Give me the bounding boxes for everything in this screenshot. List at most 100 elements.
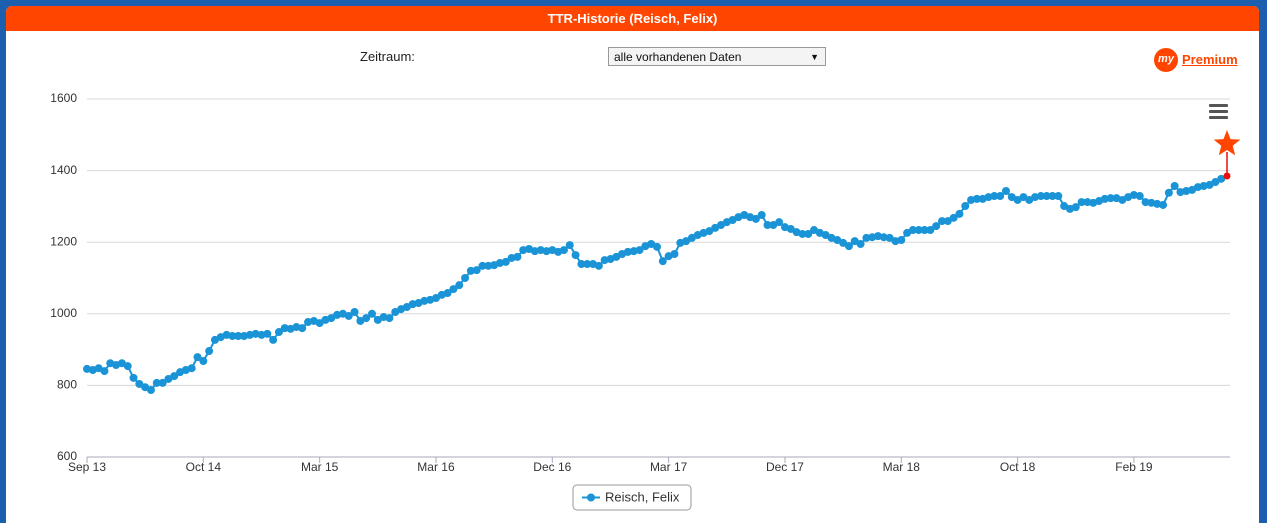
- data-point: [274, 328, 283, 337]
- data-point: [1170, 181, 1179, 190]
- data-point: [757, 210, 766, 219]
- x-tick-label: Oct 14: [186, 460, 222, 474]
- data-point: [152, 378, 161, 387]
- data-point: [804, 229, 813, 238]
- data-point: [1071, 203, 1080, 212]
- data-point: [466, 266, 475, 275]
- data-point: [315, 319, 324, 328]
- x-tick-label: Mar 17: [650, 460, 688, 474]
- data-point: [135, 379, 144, 388]
- panel: TTR-Historie (Reisch, Felix) Zeitraum: a…: [6, 6, 1259, 523]
- data-point: [798, 229, 807, 238]
- data-point: [559, 246, 568, 255]
- data-point: [908, 226, 917, 235]
- y-tick-label: 1400: [50, 163, 77, 177]
- data-point: [484, 261, 493, 270]
- data-point: [972, 194, 981, 203]
- data-point: [763, 221, 772, 230]
- series-line: [86, 175, 1228, 392]
- data-point: [583, 260, 592, 269]
- data-point: [885, 233, 894, 242]
- data-point: [129, 373, 138, 382]
- data-point: [513, 252, 522, 261]
- data-point: [920, 226, 929, 235]
- data-point: [478, 261, 487, 270]
- data-point: [449, 285, 458, 294]
- data-point: [1054, 192, 1063, 201]
- period-select[interactable]: alle vorhandenen Daten ▼: [608, 47, 826, 66]
- data-point: [658, 257, 667, 266]
- data-point: [501, 257, 510, 266]
- x-tick-label: Oct 18: [1000, 460, 1036, 474]
- data-point: [571, 251, 580, 260]
- data-point: [263, 329, 272, 338]
- menu-bar: [1209, 110, 1228, 113]
- data-point: [1100, 194, 1109, 203]
- data-point: [431, 294, 440, 303]
- data-point: [961, 202, 970, 211]
- data-point: [862, 233, 871, 242]
- data-point: [327, 314, 336, 323]
- data-point: [844, 242, 853, 251]
- data-point: [228, 331, 237, 340]
- legend-box: [572, 484, 692, 511]
- data-point: [1036, 192, 1045, 201]
- premium-logo[interactable]: my Premium: [1154, 46, 1249, 76]
- data-point: [368, 309, 376, 318]
- data-point: [234, 331, 243, 340]
- data-point: [949, 213, 958, 222]
- data-point: [362, 314, 371, 323]
- data-point: [472, 266, 481, 275]
- data-point: [269, 335, 278, 344]
- data-point: [455, 281, 464, 290]
- data-point: [879, 233, 888, 242]
- data-point: [943, 217, 952, 226]
- x-tick-label: Sep 13: [68, 460, 106, 474]
- y-tick-label: 600: [57, 449, 77, 463]
- legend-marker: [587, 493, 595, 502]
- data-point: [1083, 198, 1092, 207]
- data-point: [298, 324, 307, 333]
- data-point: [565, 241, 574, 250]
- data-point: [146, 386, 155, 395]
- data-point: [577, 260, 586, 269]
- data-point: [170, 372, 179, 381]
- data-point: [443, 289, 452, 298]
- data-point: [926, 226, 935, 235]
- data-point: [996, 192, 1005, 201]
- highlight-star: [1213, 130, 1241, 156]
- y-tick-label: 1200: [50, 234, 77, 248]
- select-arrow: ▼: [810, 52, 819, 62]
- data-point: [199, 357, 208, 366]
- data-point: [1106, 194, 1115, 203]
- x-tick-label: Dec 16: [533, 460, 571, 474]
- data-point: [350, 308, 359, 317]
- data-point: [856, 239, 865, 248]
- data-point: [635, 246, 644, 255]
- data-point: [1077, 198, 1086, 207]
- data-point: [932, 222, 941, 231]
- data-point: [100, 367, 109, 376]
- data-point: [623, 247, 632, 256]
- data-point: [1164, 188, 1173, 197]
- data-point: [1159, 200, 1168, 209]
- data-point: [938, 217, 946, 226]
- data-point: [653, 242, 661, 251]
- data-point: [914, 226, 923, 235]
- x-tick-label: Dec 17: [766, 460, 804, 474]
- data-point: [990, 192, 999, 201]
- data-point: [1217, 174, 1226, 183]
- legend-label: Reisch, Felix: [605, 489, 680, 504]
- data-point: [670, 250, 679, 259]
- data-point: [1211, 178, 1220, 187]
- menu-bar: [1209, 104, 1228, 107]
- data-point: [1048, 192, 1057, 201]
- menu-bar: [1209, 116, 1228, 119]
- data-point: [344, 311, 353, 320]
- data-point: [839, 238, 848, 247]
- data-point: [705, 227, 714, 236]
- menu-icon[interactable]: [1209, 104, 1228, 119]
- data-point: [1001, 187, 1010, 196]
- y-tick-label: 800: [57, 378, 77, 392]
